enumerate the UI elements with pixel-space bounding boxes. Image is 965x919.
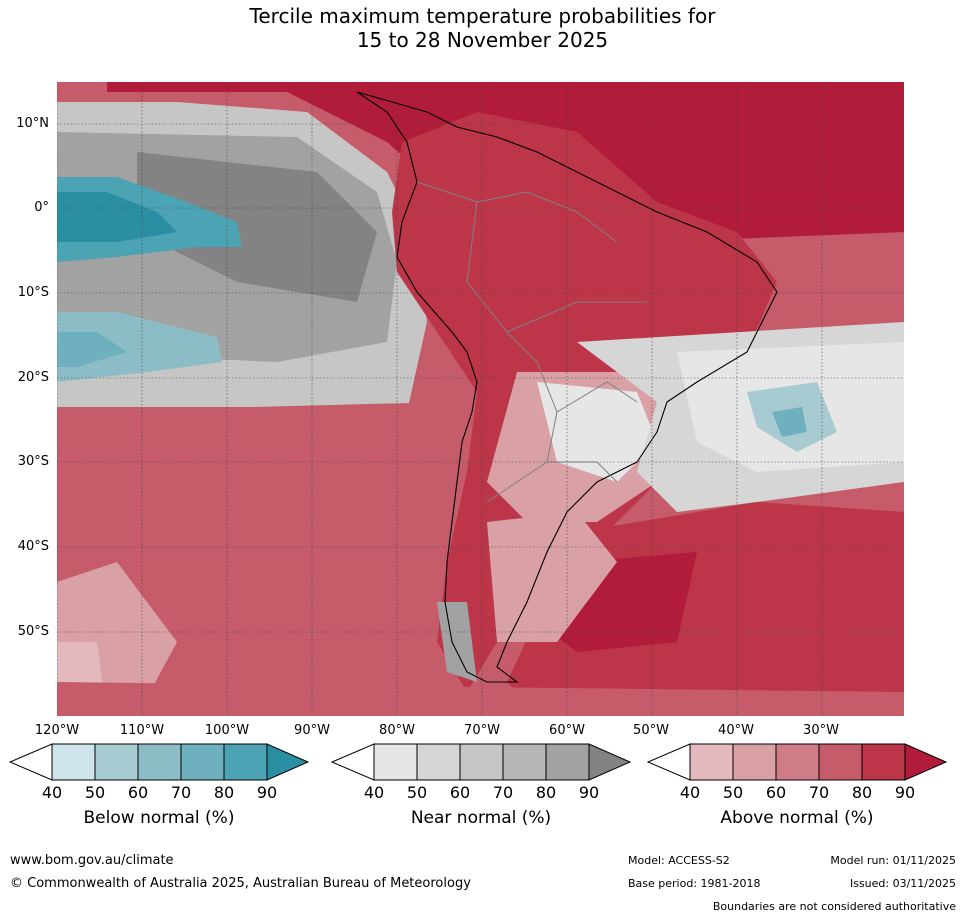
colorbar-segment	[180, 743, 225, 781]
legend-below-tick: 50	[84, 783, 106, 802]
colorbar-segment	[545, 743, 590, 781]
colorbar-segment	[861, 743, 906, 781]
colorbar-segment	[137, 743, 182, 781]
legend-near-tick: 50	[406, 783, 428, 802]
region-below-south	[57, 312, 222, 382]
colorbar-segment	[416, 743, 461, 781]
colorbar-segment	[775, 743, 820, 781]
region-below-south-strong	[57, 332, 127, 367]
legend-near-tick: 40	[363, 783, 385, 802]
colorbar-segment	[502, 743, 547, 781]
colorbar-above-normal	[646, 743, 948, 781]
region-below-atlantic-strong	[772, 407, 807, 437]
footer-issued: Issued: 03/11/2025	[849, 877, 956, 890]
lat-label-20s: 20°S	[17, 370, 49, 385]
map-canvas	[57, 82, 904, 716]
lon-label-80w: 80°W	[379, 723, 415, 738]
lon-label-70w: 70°W	[464, 723, 500, 738]
probability-map	[57, 82, 904, 716]
footer-website: www.bom.gov.au/climate	[10, 853, 174, 868]
footer-copyright: © Commonwealth of Australia 2025, Austra…	[10, 876, 471, 891]
legend-below-tick: 40	[41, 783, 63, 802]
legend-near-tick: 60	[449, 783, 471, 802]
footer-base-period: Base period: 1981-2018	[628, 877, 761, 890]
colorbar-below-normal	[8, 743, 310, 781]
coastline	[356, 91, 778, 683]
lon-label-30w: 30°W	[803, 723, 839, 738]
colorbar-arrow-high	[588, 743, 632, 781]
legend-above-tick: 70	[808, 783, 830, 802]
colorbar-segment	[223, 743, 268, 781]
legend-above-tick: 40	[679, 783, 701, 802]
lat-label-40s: 40°S	[17, 539, 49, 554]
colorbar-segment	[818, 743, 863, 781]
lat-label-0: 0°	[34, 200, 49, 215]
colorbar-arrow-high	[266, 743, 310, 781]
map-title-line1: Tercile maximum temperature probabilitie…	[249, 4, 716, 28]
legend-below-tick: 70	[170, 783, 192, 802]
lon-label-60w: 60°W	[549, 723, 585, 738]
legend-below-tick: 90	[256, 783, 278, 802]
legend-above-normal: 40 50 60 70 80 90 Above normal (%)	[646, 742, 948, 828]
country-borders	[416, 181, 647, 503]
region-near-chile-south	[437, 602, 477, 682]
lat-label-10s: 10°S	[17, 285, 49, 300]
legend-near-tick: 70	[492, 783, 514, 802]
colorbar-near-normal	[330, 743, 632, 781]
legend-near-normal: 40 50 60 70 80 90 Near normal (%)	[330, 742, 632, 828]
legend-below-tick: 80	[213, 783, 235, 802]
colorbar-segment	[459, 743, 504, 781]
footer-model: Model: ACCESS-S2	[628, 854, 730, 867]
colorbar-segment	[51, 743, 96, 781]
footer-disclaimer: Boundaries are not considered authoritat…	[712, 900, 956, 913]
lon-label-110w: 110°W	[119, 723, 165, 738]
lon-label-40w: 40°W	[718, 723, 754, 738]
colorbar-arrow-high	[904, 743, 948, 781]
colorbar-arrow-low	[330, 743, 375, 781]
colorbar-arrow-low	[646, 743, 691, 781]
legend-above-tick: 90	[894, 783, 916, 802]
legend-below-tick: 60	[127, 783, 149, 802]
legend-above-title: Above normal (%)	[720, 808, 874, 828]
region-above-south-pacific	[57, 402, 467, 682]
map-title-line2: 15 to 28 November 2025	[356, 28, 609, 52]
colorbar-segment	[732, 743, 777, 781]
colorbar-segment	[94, 743, 139, 781]
region-southern-ocean	[57, 682, 904, 716]
graticule	[57, 82, 904, 716]
colorbar-segment	[373, 743, 418, 781]
legend-near-title: Near normal (%)	[410, 808, 552, 828]
lat-label-10n: 10°N	[16, 116, 49, 131]
region-near-pacific-strong	[137, 152, 377, 302]
lon-label-50w: 50°W	[633, 723, 669, 738]
lat-label-50s: 50°S	[17, 624, 49, 639]
footer-model-run: Model run: 01/11/2025	[830, 854, 956, 867]
lon-label-90w: 90°W	[294, 723, 330, 738]
lon-label-100w: 100°W	[204, 723, 250, 738]
legend-above-tick: 60	[765, 783, 787, 802]
region-above-patagonia	[487, 512, 617, 642]
legend-near-tick: 80	[535, 783, 557, 802]
region-below-equator-strong	[57, 192, 177, 242]
colorbar-segment	[689, 743, 734, 781]
legend-near-tick: 90	[578, 783, 600, 802]
legend-below-title: Below normal (%)	[83, 808, 235, 828]
legend-below-normal: 40 50 60 70 80 90 Below normal (%)	[8, 742, 310, 828]
lon-label-120w: 120°W	[34, 723, 80, 738]
legend-above-tick: 50	[722, 783, 744, 802]
colorbar-arrow-low	[8, 743, 53, 781]
map-title: Tercile maximum temperature probabilitie…	[0, 4, 965, 52]
lat-label-30s: 30°S	[17, 454, 49, 469]
legend-above-tick: 80	[851, 783, 873, 802]
